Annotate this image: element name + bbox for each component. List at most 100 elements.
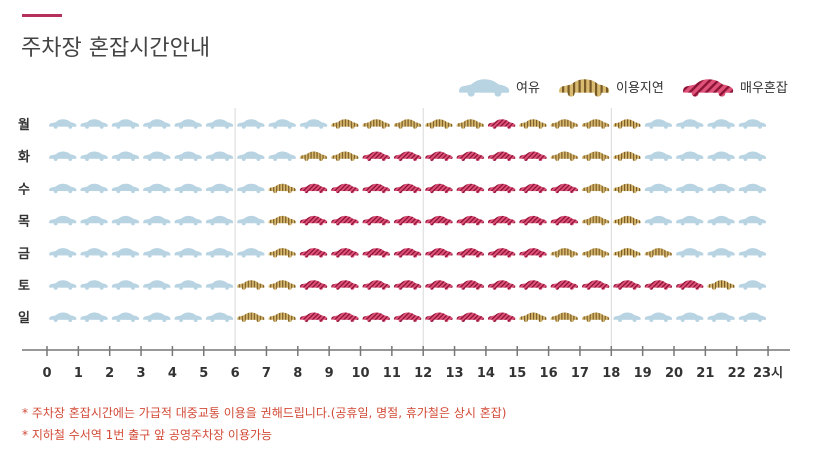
- car-free-icon: [49, 151, 77, 161]
- car-free-icon: [707, 151, 735, 161]
- car-congested-icon: [331, 248, 359, 258]
- car-free-icon: [80, 215, 108, 226]
- x-tick-label: 7: [262, 366, 271, 381]
- car-delayed-icon: [519, 312, 547, 322]
- car-congested-icon: [425, 183, 453, 194]
- car-free-icon: [299, 119, 328, 129]
- x-tick-label: 6: [231, 366, 240, 381]
- x-tick-label: 22: [728, 366, 746, 381]
- car-congested-icon: [362, 215, 390, 226]
- car-free-icon: [676, 215, 704, 226]
- car-congested-icon: [331, 280, 359, 290]
- car-free-icon: [111, 248, 140, 258]
- car-delayed-icon: [582, 312, 610, 322]
- car-free-icon: [644, 119, 673, 129]
- day-label: 일: [18, 311, 30, 326]
- car-congested-icon: [362, 183, 390, 194]
- car-free-icon: [237, 215, 265, 226]
- x-tick-label: 17: [571, 366, 589, 381]
- car-congested-icon: [362, 151, 390, 161]
- car-congested-icon: [519, 183, 547, 194]
- car-delayed-icon: [425, 119, 453, 129]
- car-delayed-icon: [268, 215, 296, 226]
- car-free-icon: [676, 248, 704, 258]
- car-congested-icon: [519, 248, 547, 258]
- x-tick-label: 18: [602, 366, 620, 381]
- car-congested-icon: [393, 183, 422, 194]
- car-free-icon: [738, 151, 767, 161]
- car-congested-icon: [425, 215, 453, 226]
- car-congested-icon: [550, 280, 579, 290]
- car-free-icon: [174, 119, 202, 129]
- car-delayed-icon: [707, 280, 735, 290]
- car-delayed-icon: [613, 183, 641, 194]
- car-free-icon: [143, 248, 171, 258]
- x-tick-label: 23시: [753, 366, 783, 381]
- car-delayed-icon: [268, 183, 296, 194]
- car-free-icon: [676, 312, 704, 322]
- x-tick-label: 20: [665, 366, 683, 381]
- legend-item-congested: 매우혼잡: [680, 72, 788, 100]
- car-congested-icon: [487, 183, 516, 194]
- grid-layer: [234, 108, 612, 348]
- car-congested-icon: [456, 183, 484, 194]
- car-free-icon: [205, 119, 234, 129]
- car-congested-icon: [425, 280, 453, 290]
- car-congested-icon: [362, 312, 390, 322]
- car-congested-icon: [519, 280, 547, 290]
- car-delayed-icon: [268, 280, 296, 290]
- car-free-icon: [80, 312, 108, 322]
- car-free-icon: [205, 248, 234, 258]
- x-tick-label: 8: [293, 366, 302, 381]
- day-label: 화: [18, 149, 30, 165]
- car-free-icon: [205, 280, 234, 290]
- x-tick-label: 13: [446, 366, 464, 381]
- car-free-icon: [738, 119, 767, 129]
- x-tick-label: 14: [477, 366, 495, 381]
- car-congested-icon: [487, 312, 516, 322]
- legend-label-delayed: 이용지연: [616, 80, 664, 96]
- note-line-2: * 지하철 수서역 1번 출구 앞 공영주차장 이용가능: [22, 428, 273, 442]
- car-free-icon: [676, 151, 704, 161]
- x-tick-label: 5: [199, 366, 208, 381]
- car-congested-icon: [362, 248, 390, 258]
- car-free-icon: [174, 312, 202, 322]
- day-label: 목: [18, 215, 30, 230]
- car-free-icon: [268, 119, 296, 129]
- car-free-icon: [80, 151, 108, 161]
- car-free-icon: [174, 248, 202, 258]
- car-delayed-icon: [393, 119, 422, 129]
- car-free-icon: [49, 280, 77, 290]
- car-congested-icon: [487, 280, 516, 290]
- x-axis: 0 1 2 3 4 5 6 7 8 9 10 11 12 13 14 15 16 17 18 19 20 21 22 23시: [22, 346, 790, 381]
- car-free-icon: [80, 280, 108, 290]
- car-congested-icon: [393, 312, 422, 322]
- car-congested-icon: [644, 280, 673, 290]
- car-free-icon: [143, 119, 171, 129]
- car-congested-icon: [550, 183, 579, 194]
- car-congested-icon: [299, 280, 328, 290]
- x-tick-label: 15: [508, 366, 526, 381]
- car-free-icon: [111, 151, 140, 161]
- car-free-icon: [644, 151, 673, 161]
- car-delayed-icon: [550, 151, 579, 161]
- car-congested-icon: [456, 312, 484, 322]
- car-congested-icon: [519, 151, 547, 161]
- x-tick-label: 16: [540, 366, 558, 381]
- legend: 여유 이용지연 매우혼잡: [0, 72, 822, 102]
- x-tick-label: 0: [42, 366, 51, 381]
- car-free-icon: [707, 312, 735, 322]
- x-tick-label: 21: [696, 366, 714, 381]
- car-delayed-icon: [550, 248, 579, 258]
- car-free-icon: [237, 119, 265, 129]
- car-free-icon: [205, 215, 234, 226]
- car-delayed-icon: [550, 119, 579, 129]
- car-free-icon: [49, 312, 77, 322]
- car-free-icon: [111, 183, 140, 194]
- car-free-icon: [80, 248, 108, 258]
- car-free-icon: [738, 215, 767, 226]
- car-free-icon: [707, 119, 735, 129]
- car-free-icon: [143, 183, 171, 194]
- car-free-icon: [644, 215, 673, 226]
- car-congested-icon: [487, 215, 516, 226]
